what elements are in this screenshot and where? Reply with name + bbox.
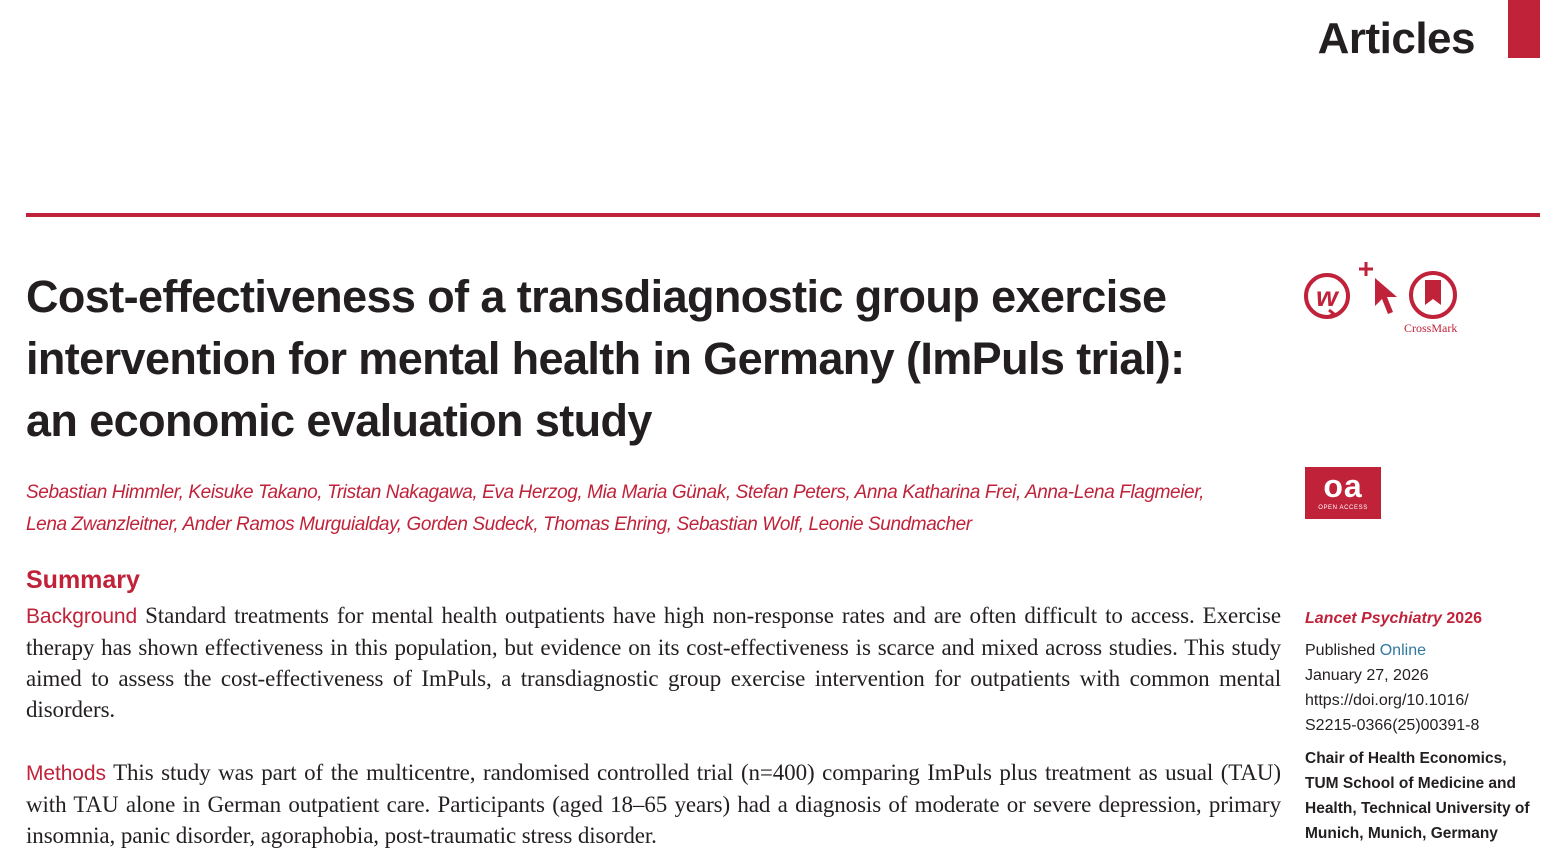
author-list: Sebastian Himmler, Keisuke Takano, Trist… <box>26 477 1286 541</box>
affiliation-line-3: Health, Technical University of <box>1305 800 1530 817</box>
methods-text: This study was part of the multicentre, … <box>26 760 1281 848</box>
corner-tab <box>1508 0 1540 58</box>
oa-caption: OPEN ACCESS <box>1318 505 1368 511</box>
journal-year: 2026 <box>1446 610 1482 627</box>
publication-info: Published Online January 27, 2026 https:… <box>1305 638 1545 738</box>
click-cursor-icon[interactable] <box>1359 262 1397 314</box>
background-label: Background <box>26 605 138 628</box>
background-paragraph: Background Standard treatments for menta… <box>26 600 1281 725</box>
background-text: Standard treatments for mental health ou… <box>26 603 1282 722</box>
published-line: Published Online <box>1305 638 1545 663</box>
section-label: Articles <box>1317 14 1476 63</box>
affiliation-line-4: Munich, Munich, Germany <box>1305 825 1498 842</box>
title-line-2: intervention for mental health in German… <box>26 333 1185 384</box>
oa-logo-text: oa <box>1323 468 1363 504</box>
author-line-1: Sebastian Himmler, Keisuke Takano, Trist… <box>26 482 1204 503</box>
affiliation: Chair of Health Economics, TUM School of… <box>1305 746 1545 846</box>
doi-link-line-1[interactable]: https://doi.org/10.1016/ <box>1305 692 1469 709</box>
title-line-1: Cost-effectiveness of a transdiagnostic … <box>26 271 1167 322</box>
badge-icons-svg: w <box>1304 262 1457 319</box>
methods-label: Methods <box>26 762 106 785</box>
summary-heading: Summary <box>26 566 140 594</box>
affiliation-line-2: TUM School of Medicine and <box>1305 775 1516 792</box>
badge-row: w <box>1302 258 1482 338</box>
wiley-online-icon[interactable]: w <box>1304 273 1350 319</box>
title-line-3: an economic evaluation study <box>26 395 652 446</box>
doi-link-line-2[interactable]: S2215-0366(25)00391-8 <box>1305 717 1480 734</box>
publication-date: January 27, 2026 <box>1305 667 1429 684</box>
svg-text:w: w <box>1316 281 1340 312</box>
crossmark-label[interactable]: CrossMark <box>1404 321 1458 335</box>
author-line-2: Lena Zwanzleitner, Ander Ramos Murguiald… <box>26 514 972 535</box>
methods-paragraph: Methods This study was part of the multi… <box>26 757 1281 851</box>
online-label: Online <box>1379 642 1426 659</box>
open-access-badge: oa OPEN ACCESS <box>1305 467 1381 519</box>
article-title: Cost-effectiveness of a transdiagnostic … <box>26 266 1266 452</box>
published-label: Published <box>1305 642 1376 659</box>
journal-name: Lancet Psychiatry <box>1305 610 1442 627</box>
header-rule <box>26 213 1540 217</box>
affiliation-line-1: Chair of Health Economics, <box>1305 750 1507 767</box>
journal-citation: Lancet Psychiatry 2026 <box>1305 606 1545 631</box>
crossmark-icon[interactable] <box>1409 271 1457 319</box>
